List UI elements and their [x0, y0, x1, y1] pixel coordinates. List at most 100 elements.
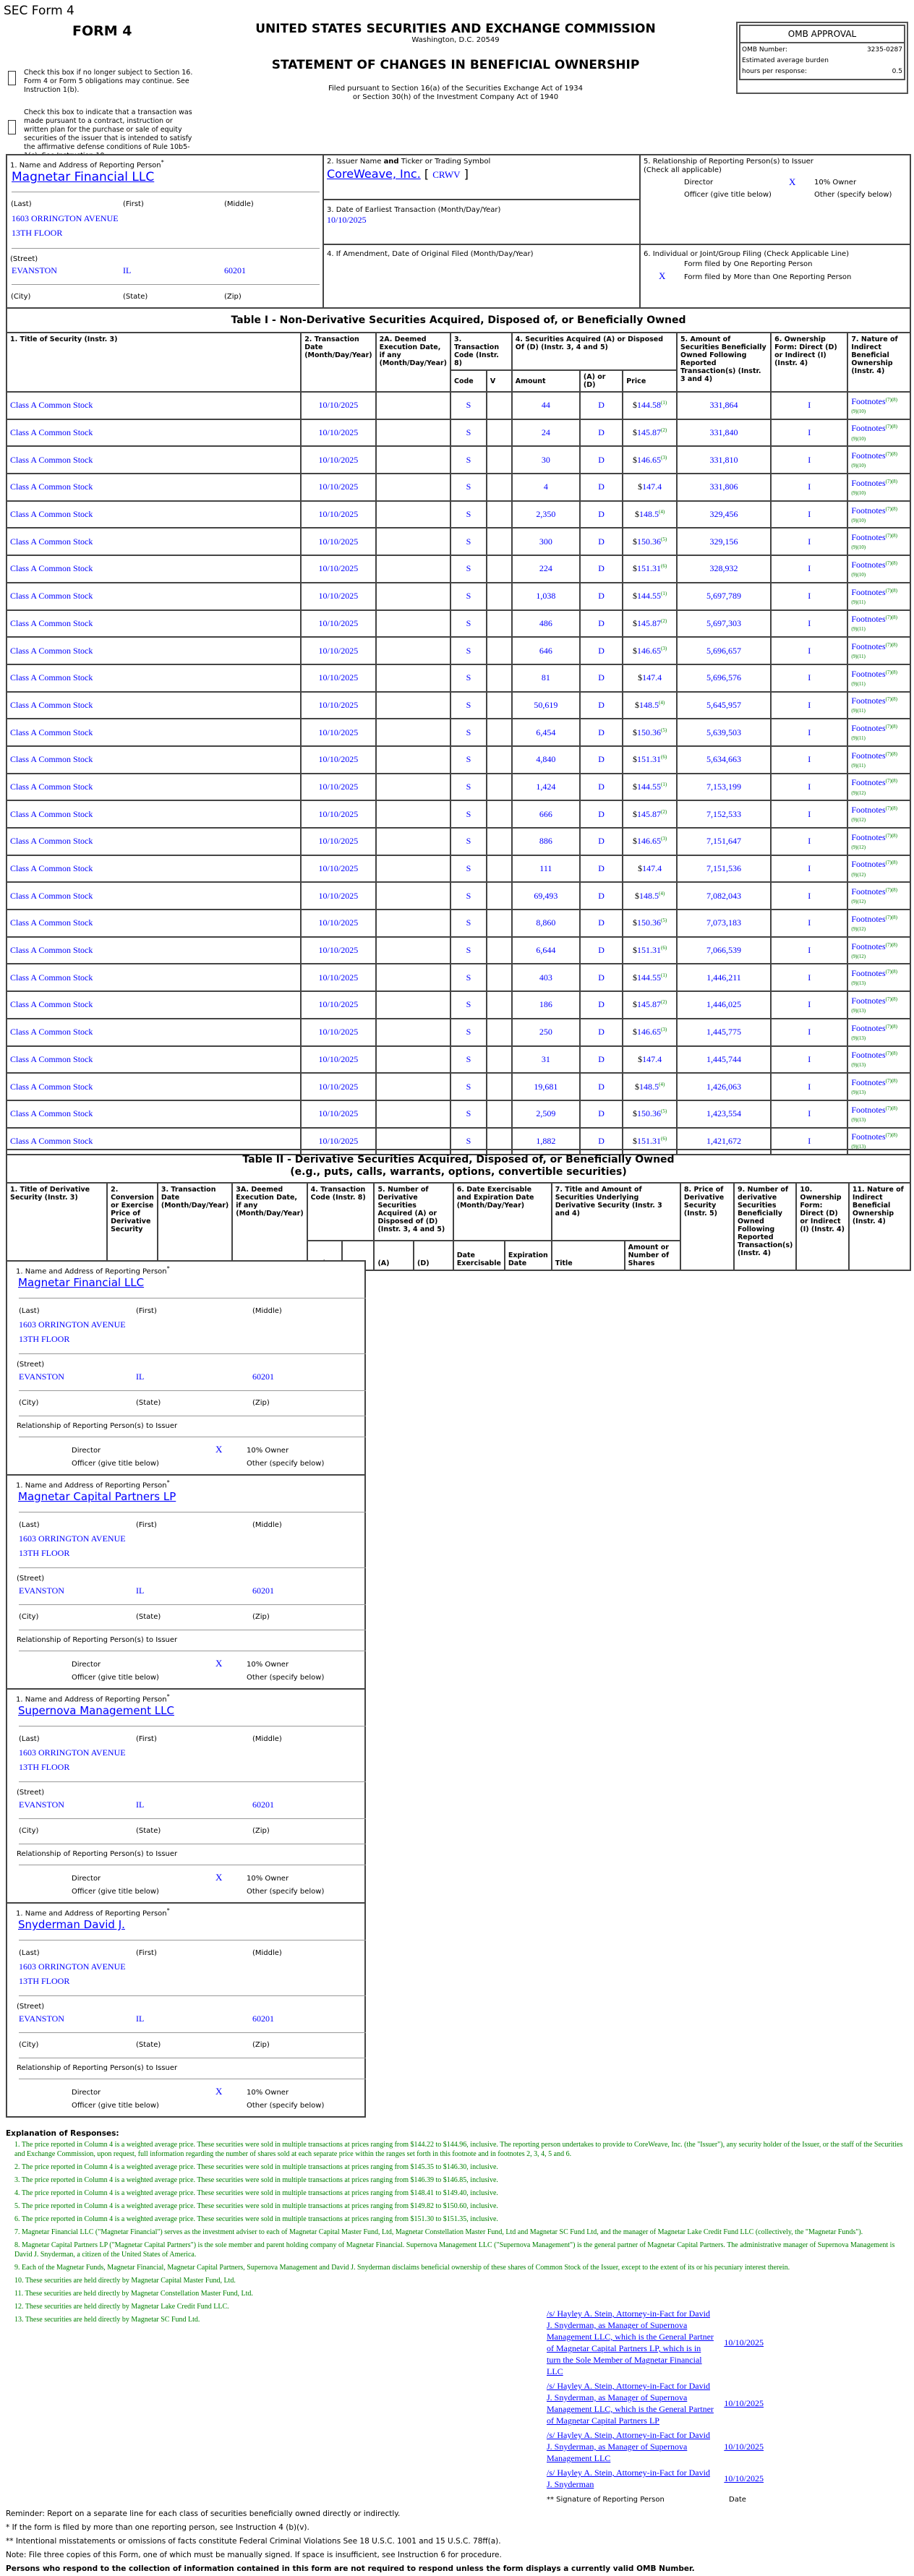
deemed-date	[375, 445, 452, 475]
t2-col-nature: 11. Nature of Indirect Beneficial Owners…	[847, 1182, 912, 1271]
nature-footnotes-link[interactable]: Footnotes	[851, 1131, 886, 1142]
ownership-form: I	[770, 391, 849, 420]
nature-footnotes-link[interactable]: Footnotes	[851, 1050, 886, 1061]
nature-footnotes-link[interactable]: Footnotes	[851, 641, 886, 652]
price: 147.4	[642, 863, 662, 874]
signature-date[interactable]: 10/10/2025	[724, 2337, 764, 2348]
reporting-person-link[interactable]: Magnetar Financial LLC	[18, 1276, 145, 1289]
nature-footnotes-link[interactable]: Footnotes	[851, 532, 886, 543]
nature-footnotes-link[interactable]: Footnotes	[851, 886, 886, 897]
v-flag	[485, 581, 513, 611]
transaction-code: S	[450, 1099, 487, 1129]
signature-link[interactable]: /s/ Hayley A. Stein, Attorney-in-Fact fo…	[547, 2468, 710, 2489]
nature-footnotes-link[interactable]: Footnotes	[851, 1077, 886, 1088]
nature-footnotes-link[interactable]: Footnotes	[851, 831, 886, 842]
nature-footnotes-link[interactable]: Footnotes	[851, 996, 886, 1006]
ownership-form: I	[770, 473, 849, 502]
nature-footnotes-link[interactable]: Footnotes	[851, 668, 886, 679]
amount: 486	[511, 609, 581, 638]
nature-footnotes-link[interactable]: Footnotes	[851, 859, 886, 870]
nature-footnotes-link[interactable]: Footnotes	[851, 395, 886, 406]
nature-footnotes-link[interactable]: Footnotes	[851, 423, 886, 434]
transaction-date: 10/10/2025	[300, 827, 377, 856]
rule10b5-checkbox[interactable]	[8, 120, 16, 134]
signature-link[interactable]: /s/ Hayley A. Stein, Attorney-in-Fact fo…	[547, 2308, 714, 2376]
t1-sub-code: Code	[450, 369, 487, 393]
filing-type-box: 6. Individual or Joint/Group Filing (Che…	[639, 244, 911, 309]
box4-label: 4. If Amendment, Date of Original Filed …	[327, 250, 534, 258]
ten-pct-owner-check[interactable]: X	[215, 2086, 223, 2097]
nature-footnote-refs: (7)(8)	[885, 750, 897, 757]
signature-link[interactable]: /s/ Hayley A. Stein, Attorney-in-Fact fo…	[547, 2381, 714, 2426]
street-line-1: 1603 ORRINGTON AVENUE	[12, 213, 119, 223]
omb-burden-label: Estimated average burden	[742, 57, 829, 64]
signature-date[interactable]: 10/10/2025	[724, 2442, 764, 2452]
issuer-link[interactable]: CoreWeave, Inc.	[327, 167, 421, 181]
nature-footnotes-link[interactable]: Footnotes	[851, 913, 886, 924]
ten-pct-owner-check[interactable]: X	[215, 1444, 223, 1455]
acquired-disposed: D	[578, 1099, 624, 1129]
nature-footnotes-link[interactable]: Footnotes	[851, 586, 886, 597]
omb-approval-box: OMB APPROVAL OMB Number: 3235-0287 Estima…	[736, 22, 908, 94]
transaction-date: 10/10/2025	[300, 1045, 377, 1074]
nature-footnote-refs-2: (9)(13)	[851, 1116, 866, 1123]
state: IL	[136, 1372, 145, 1382]
reporting-person-link[interactable]: Supernova Management LLC	[18, 1704, 174, 1717]
amount: 6,454	[511, 718, 581, 747]
nature-footnotes-link[interactable]: Footnotes	[851, 477, 886, 488]
ten-pct-owner-check[interactable]: X	[789, 176, 796, 187]
asterisk: *	[166, 1265, 170, 1272]
nature-footnotes-link[interactable]: Footnotes	[851, 505, 886, 515]
nature-footnotes-link[interactable]: Footnotes	[851, 777, 886, 788]
acquired-disposed: D	[578, 1072, 624, 1101]
transaction-date: 10/10/2025	[300, 854, 377, 883]
nature-footnotes-link[interactable]: Footnotes	[851, 968, 886, 979]
nature-footnotes-link[interactable]: Footnotes	[851, 805, 886, 816]
owned-following: 5,639,503	[675, 718, 772, 747]
signature-link[interactable]: /s/ Hayley A. Stein, Attorney-in-Fact fo…	[547, 2430, 710, 2463]
transaction-date: 10/10/2025	[300, 473, 377, 502]
deemed-date	[375, 636, 452, 665]
nature-footnotes-link[interactable]: Footnotes	[851, 696, 886, 706]
ten-pct-owner-check[interactable]: X	[215, 1872, 223, 1883]
owned-following: 331,840	[675, 418, 772, 448]
nature-footnotes-link[interactable]: Footnotes	[851, 614, 886, 625]
security-title: Class A Common Stock	[5, 854, 302, 883]
section16-checkbox[interactable]	[8, 71, 16, 85]
amount: 81	[511, 663, 581, 693]
price-footnote: (2)	[661, 427, 667, 434]
nature-footnotes-link[interactable]: Footnotes	[851, 723, 886, 734]
deemed-date	[375, 473, 452, 502]
ten-pct-owner-check[interactable]: X	[215, 1658, 223, 1669]
reporting-person-link[interactable]: Magnetar Capital Partners LP	[18, 1490, 176, 1503]
reporting-person-link[interactable]: Snyderman David J.	[18, 1918, 125, 1931]
currency-symbol: $	[638, 1053, 643, 1064]
nature-footnote-refs-2: (9)(11)	[851, 708, 866, 714]
nature-footnotes-link[interactable]: Footnotes	[851, 560, 886, 570]
nature-footnotes-link[interactable]: Footnotes	[851, 1022, 886, 1033]
street-line-2: 13TH FLOOR	[19, 1976, 70, 1986]
nature-footnotes-link[interactable]: Footnotes	[851, 941, 886, 951]
box1-label: 1. Name and Address of Reporting Person	[16, 1481, 167, 1490]
officer-label: Officer (give title below)	[72, 2102, 159, 2110]
nature-footnote-refs: (7)(8)	[885, 641, 897, 648]
signature-date[interactable]: 10/10/2025	[724, 2398, 764, 2408]
transaction-date: 10/10/2025	[300, 581, 377, 611]
zip: 60201	[224, 265, 246, 275]
nature-footnotes-link[interactable]: Footnotes	[851, 750, 886, 761]
table-2: Table II - Derivative Securities Acquire…	[5, 1149, 912, 1271]
deemed-date	[375, 609, 452, 638]
t2-col-number: 5. Number of Derivative Securities Acqui…	[373, 1182, 454, 1241]
nature-footnotes-link[interactable]: Footnotes	[851, 450, 886, 461]
amount: 69,493	[511, 881, 581, 911]
currency-symbol: $	[633, 400, 638, 411]
signature-date[interactable]: 10/10/2025	[724, 2473, 764, 2483]
t2-col-deemed: 3A. Deemed Execution Date, if any (Month…	[231, 1182, 308, 1271]
box1-label: 1. Name and Address of Reporting Person	[16, 1695, 167, 1704]
reporting-person-link[interactable]: Magnetar Financial LLC	[12, 170, 155, 184]
table-row: Class A Common Stock 10/10/2025 S 81 D $147.4…	[5, 663, 911, 693]
more-person-check[interactable]: X	[659, 270, 666, 281]
nature-footnotes-link[interactable]: Footnotes	[851, 1104, 886, 1115]
price: 144.55	[637, 591, 662, 602]
ownership-form: I	[770, 800, 849, 829]
